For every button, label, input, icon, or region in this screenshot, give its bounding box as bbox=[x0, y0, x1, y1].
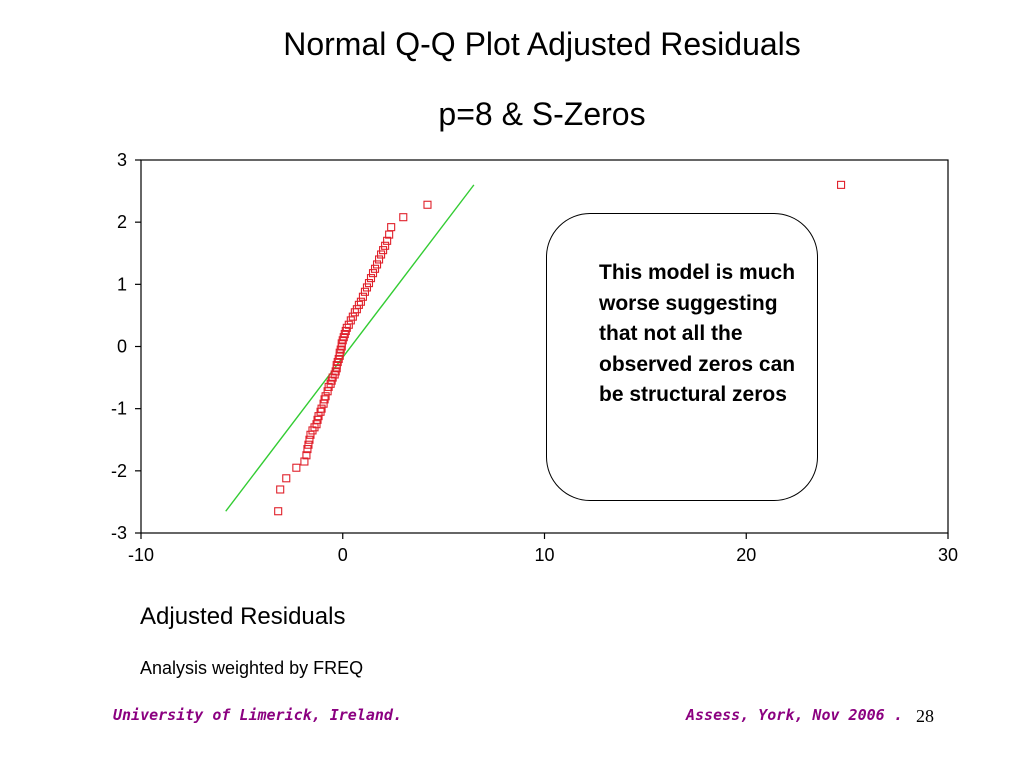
data-point bbox=[312, 420, 321, 429]
data-point bbox=[303, 445, 312, 454]
data-point bbox=[366, 274, 376, 283]
data-point bbox=[276, 485, 285, 494]
y-tick-label: 1 bbox=[117, 274, 127, 294]
data-point bbox=[292, 463, 301, 472]
page-number: 28 bbox=[916, 706, 934, 726]
data-point bbox=[358, 292, 367, 301]
x-tick-label: 30 bbox=[938, 545, 958, 565]
data-point bbox=[377, 250, 386, 259]
data-point bbox=[321, 392, 330, 401]
data-point bbox=[360, 287, 369, 296]
slide-subtitle: p=8 & S-Zeros bbox=[438, 96, 646, 132]
x-tick-label: -10 bbox=[128, 545, 154, 565]
data-point bbox=[356, 297, 365, 306]
data-point bbox=[370, 264, 380, 273]
callout-box: This model is much worse suggesting that… bbox=[546, 213, 818, 501]
data-point bbox=[302, 451, 311, 460]
data-point bbox=[368, 269, 378, 278]
data-point bbox=[387, 223, 396, 232]
reference-line bbox=[225, 184, 475, 512]
x-tick-label: 10 bbox=[534, 545, 554, 565]
y-tick-label: 0 bbox=[117, 337, 127, 357]
data-point bbox=[305, 435, 314, 444]
data-point bbox=[381, 241, 390, 250]
y-tick-label: 3 bbox=[117, 150, 127, 170]
data-point bbox=[282, 474, 291, 483]
y-tick-label: -2 bbox=[111, 461, 127, 481]
data-point bbox=[837, 180, 846, 189]
data-point bbox=[383, 236, 392, 245]
data-point bbox=[379, 246, 388, 255]
x-tick-label: 0 bbox=[338, 545, 348, 565]
y-tick-label: 2 bbox=[117, 212, 127, 232]
data-point bbox=[274, 507, 283, 516]
y-tick-label: -3 bbox=[111, 523, 127, 543]
weight-note: Analysis weighted by FREQ bbox=[140, 658, 364, 678]
data-point bbox=[300, 457, 309, 466]
data-point bbox=[317, 404, 326, 413]
plot-frame bbox=[140, 159, 949, 534]
data-point bbox=[423, 200, 432, 209]
x-axis-title: Adjusted Residuals bbox=[140, 603, 346, 630]
data-point bbox=[372, 260, 382, 269]
x-tick-label: 20 bbox=[736, 545, 756, 565]
data-point bbox=[304, 440, 313, 449]
footer-institution: University of Limerick, Ireland. bbox=[113, 706, 402, 724]
data-point bbox=[375, 255, 384, 264]
data-point bbox=[362, 283, 372, 292]
data-point bbox=[399, 213, 408, 222]
data-point bbox=[364, 279, 374, 288]
slide-title: Normal Q-Q Plot Adjusted Residuals bbox=[283, 26, 801, 62]
callout-text: This model is much worse suggesting that… bbox=[599, 261, 796, 407]
data-point bbox=[344, 320, 353, 329]
footer-event: Assess, York, Nov 2006 . bbox=[686, 706, 903, 724]
y-tick-label: -1 bbox=[111, 399, 127, 419]
